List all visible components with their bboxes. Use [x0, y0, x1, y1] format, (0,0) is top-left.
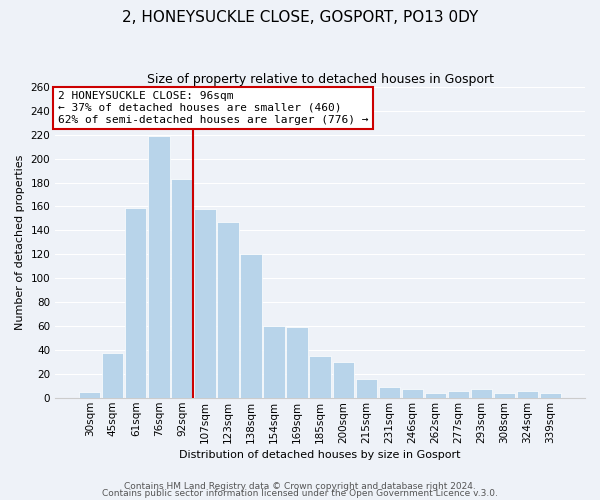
- Bar: [241, 254, 262, 398]
- X-axis label: Distribution of detached houses by size in Gosport: Distribution of detached houses by size …: [179, 450, 461, 460]
- Bar: [217, 222, 239, 398]
- Bar: [332, 362, 353, 398]
- Bar: [425, 394, 446, 398]
- Bar: [148, 136, 170, 398]
- Text: Contains HM Land Registry data © Crown copyright and database right 2024.: Contains HM Land Registry data © Crown c…: [124, 482, 476, 491]
- Bar: [470, 388, 492, 398]
- Bar: [125, 208, 146, 398]
- Bar: [194, 209, 215, 398]
- Bar: [102, 352, 124, 398]
- Title: Size of property relative to detached houses in Gosport: Size of property relative to detached ho…: [146, 72, 494, 86]
- Bar: [517, 391, 538, 398]
- Bar: [540, 394, 561, 398]
- Bar: [79, 392, 100, 398]
- Bar: [286, 328, 308, 398]
- Bar: [401, 388, 423, 398]
- Text: 2 HONEYSUCKLE CLOSE: 96sqm
← 37% of detached houses are smaller (460)
62% of sem: 2 HONEYSUCKLE CLOSE: 96sqm ← 37% of deta…: [58, 92, 368, 124]
- Bar: [448, 391, 469, 398]
- Bar: [494, 394, 515, 398]
- Text: 2, HONEYSUCKLE CLOSE, GOSPORT, PO13 0DY: 2, HONEYSUCKLE CLOSE, GOSPORT, PO13 0DY: [122, 10, 478, 25]
- Bar: [263, 326, 284, 398]
- Bar: [172, 179, 193, 398]
- Y-axis label: Number of detached properties: Number of detached properties: [15, 154, 25, 330]
- Bar: [356, 379, 377, 398]
- Bar: [379, 388, 400, 398]
- Bar: [310, 356, 331, 398]
- Text: Contains public sector information licensed under the Open Government Licence v.: Contains public sector information licen…: [102, 490, 498, 498]
